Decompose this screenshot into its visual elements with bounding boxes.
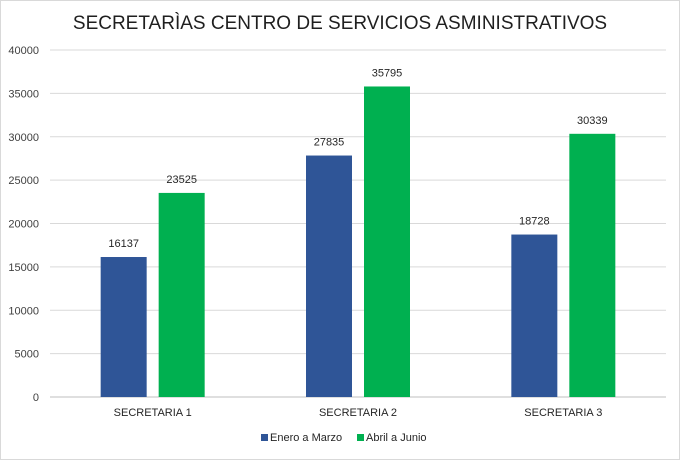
y-tick-label: 15000	[8, 262, 39, 274]
legend-swatch	[357, 434, 364, 441]
x-axis-categories: SECRETARIA 1 SECRETARIA 2 SECRETARIA 3	[114, 407, 603, 419]
y-tick-label: 10000	[8, 305, 39, 317]
x-category-label: SECRETARIA 1	[114, 407, 192, 419]
y-tick-label: 35000	[8, 88, 39, 100]
legend: Enero a Marzo Abril a Junio	[261, 432, 427, 444]
data-labels: 16137 23525 27835 35795 18728 30339	[108, 67, 607, 250]
legend-label: Enero a Marzo	[270, 432, 342, 444]
x-category-label: SECRETARIA 3	[524, 407, 602, 419]
y-axis-ticks: 0 5000 10000 15000 20000 25000 30000 35000 40000	[8, 45, 39, 404]
bar-abril-junio-3	[569, 133, 616, 397]
data-label: 35795	[372, 67, 403, 79]
data-label: 27835	[314, 137, 345, 149]
y-tick-label: 20000	[8, 219, 39, 231]
legend-label: Abril a Junio	[366, 432, 427, 444]
data-label: 30339	[577, 115, 608, 127]
bar-abril-junio-1	[158, 192, 205, 397]
y-tick-label: 0	[33, 392, 39, 404]
legend-swatch	[261, 434, 268, 441]
bars	[100, 86, 616, 397]
y-tick-label: 30000	[8, 132, 39, 144]
data-label: 16137	[108, 238, 139, 250]
bar-enero-marzo-2	[306, 155, 352, 397]
bar-abril-junio-2	[364, 86, 410, 397]
chart-title: SECRETARÌAS CENTRO DE SERVICIOS ASMINIST…	[73, 13, 607, 34]
x-category-label: SECRETARIA 2	[319, 407, 397, 419]
y-tick-label: 5000	[15, 349, 39, 361]
bar-enero-marzo-1	[100, 257, 147, 397]
y-tick-label: 40000	[8, 45, 39, 57]
data-label: 18728	[519, 216, 550, 228]
y-tick-label: 25000	[8, 175, 39, 187]
data-label: 23525	[166, 174, 197, 186]
gridlines	[50, 49, 666, 398]
bar-enero-marzo-3	[511, 234, 558, 397]
